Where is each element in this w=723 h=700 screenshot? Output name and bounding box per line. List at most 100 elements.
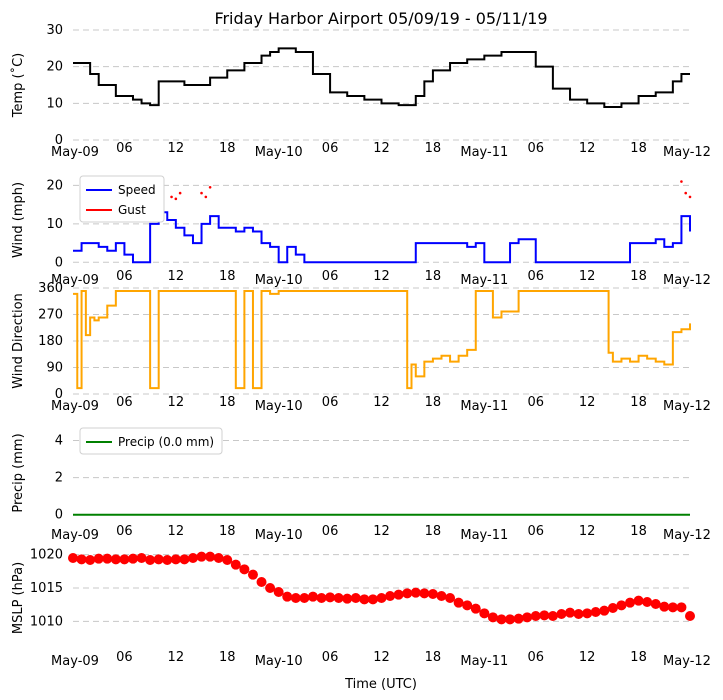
x-tick-label: May-10 bbox=[255, 528, 303, 543]
x-tick-label: 18 bbox=[630, 650, 647, 665]
data-point bbox=[633, 595, 644, 606]
x-tick-label: May-12 bbox=[663, 399, 711, 414]
data-point bbox=[376, 593, 387, 603]
gust-point bbox=[680, 180, 683, 183]
x-tick-label: 12 bbox=[579, 269, 596, 284]
gust-point bbox=[688, 195, 692, 199]
x-tick-label: 18 bbox=[425, 269, 442, 284]
data-point bbox=[359, 594, 370, 605]
data-point bbox=[573, 609, 584, 619]
gust-point bbox=[684, 191, 688, 195]
x-tick-label: 18 bbox=[219, 524, 236, 539]
data-point bbox=[85, 555, 96, 565]
x-tick-label: 12 bbox=[579, 650, 596, 665]
data-point bbox=[427, 589, 438, 599]
x-tick-label: May-12 bbox=[663, 528, 711, 543]
legend-label: Gust bbox=[118, 203, 146, 217]
data-point bbox=[685, 611, 695, 621]
data-point bbox=[325, 592, 336, 603]
data-point bbox=[102, 553, 113, 564]
x-tick-label: 18 bbox=[630, 141, 647, 156]
data-point bbox=[307, 591, 318, 602]
data-point bbox=[299, 593, 310, 603]
data-point bbox=[256, 577, 267, 587]
data-point bbox=[385, 591, 396, 601]
data-point bbox=[530, 611, 541, 621]
y-tick-label: 90 bbox=[46, 361, 63, 376]
y-tick-label: 4 bbox=[55, 434, 63, 449]
data-point bbox=[582, 608, 593, 619]
data-point bbox=[565, 607, 576, 618]
x-tick-label: 12 bbox=[168, 141, 185, 156]
x-tick-label: 12 bbox=[373, 141, 390, 156]
data-point bbox=[282, 591, 293, 602]
panel-0: 0 10 20 30 May-09 06 12 18 May-10 06 12 18 May-11 06 1… bbox=[10, 23, 711, 160]
y-tick-label: 0 bbox=[55, 387, 63, 402]
x-tick-label: May-09 bbox=[51, 399, 99, 414]
data-point bbox=[265, 583, 276, 593]
x-tick-label: 06 bbox=[527, 269, 544, 284]
y-tick-label: 10 bbox=[46, 217, 63, 232]
data-point bbox=[230, 559, 241, 570]
x-tick-label: May-12 bbox=[663, 145, 711, 160]
x-tick-label: 06 bbox=[527, 141, 544, 156]
panel-2: 0 90 180 270 360 May-09 06 12 18 May-10 06 12 18 May-… bbox=[11, 281, 711, 414]
y-tick-label: 20 bbox=[46, 60, 63, 75]
y-tick-label: 20 bbox=[46, 178, 63, 193]
data-point bbox=[239, 564, 250, 575]
data-point bbox=[436, 591, 447, 601]
series-line-temp bbox=[73, 47, 690, 108]
data-point bbox=[290, 593, 301, 603]
x-tick-label: May-09 bbox=[51, 273, 99, 288]
y-axis-label: Wind (mph) bbox=[11, 182, 26, 258]
chart-title: Friday Harbor Airport 05/09/19 - 05/11/1… bbox=[214, 9, 547, 28]
data-point bbox=[393, 589, 404, 600]
x-tick-label: 18 bbox=[630, 269, 647, 284]
data-point bbox=[119, 554, 130, 565]
x-tick-label: 06 bbox=[116, 141, 133, 156]
x-tick-label: 18 bbox=[630, 395, 647, 410]
legend-label: Speed bbox=[118, 183, 156, 197]
x-tick-label: May-11 bbox=[460, 273, 508, 288]
x-tick-label: 12 bbox=[373, 395, 390, 410]
x-tick-label: 12 bbox=[168, 650, 185, 665]
gust-point bbox=[174, 197, 178, 201]
x-tick-label: 06 bbox=[116, 524, 133, 539]
data-point bbox=[367, 594, 378, 605]
data-point bbox=[556, 609, 567, 619]
legend-label: Precip (0.0 mm) bbox=[118, 435, 214, 449]
data-point bbox=[505, 614, 516, 625]
y-tick-label: 2 bbox=[55, 471, 63, 486]
data-point bbox=[496, 614, 507, 625]
y-tick-label: 360 bbox=[38, 281, 63, 296]
y-tick-label: 1010 bbox=[30, 614, 63, 629]
data-point bbox=[68, 553, 78, 563]
data-point bbox=[642, 597, 653, 607]
data-point bbox=[599, 605, 610, 616]
data-point bbox=[650, 599, 661, 609]
data-point bbox=[479, 608, 490, 619]
x-tick-label: May-12 bbox=[663, 654, 711, 669]
x-tick-label: 18 bbox=[630, 524, 647, 539]
data-point bbox=[487, 612, 498, 623]
data-point bbox=[127, 553, 138, 564]
data-point bbox=[539, 610, 550, 621]
y-tick-label: 0 bbox=[55, 255, 63, 270]
y-tick-label: 0 bbox=[55, 508, 63, 523]
x-tick-label: 06 bbox=[527, 524, 544, 539]
panel-3: 0 2 4 May-09 06 12 18 May-10 06 12 18 May-11 06 12 18 M… bbox=[11, 427, 711, 543]
series-line-speed bbox=[73, 211, 691, 264]
data-point bbox=[205, 551, 216, 562]
y-axis-label: Precip (mm) bbox=[11, 433, 26, 512]
x-tick-label: 18 bbox=[219, 395, 236, 410]
x-tick-label: May-10 bbox=[255, 145, 303, 160]
x-tick-label: May-09 bbox=[51, 528, 99, 543]
x-tick-label: May-09 bbox=[51, 145, 99, 160]
x-tick-label: 12 bbox=[168, 269, 185, 284]
x-tick-label: 06 bbox=[322, 395, 339, 410]
x-tick-label: 06 bbox=[116, 650, 133, 665]
series-line-direction bbox=[73, 289, 691, 390]
x-tick-label: 12 bbox=[579, 395, 596, 410]
x-axis-label: Time (UTC) bbox=[344, 677, 417, 692]
